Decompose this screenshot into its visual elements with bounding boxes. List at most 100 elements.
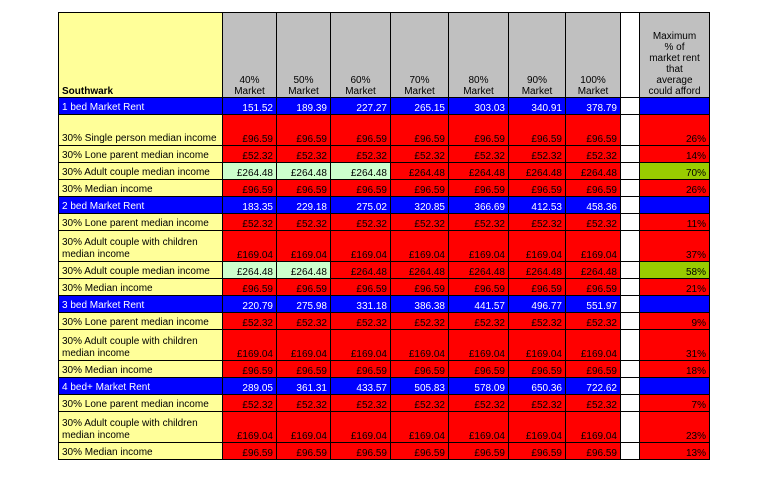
value-cell[interactable]: £52.32 bbox=[448, 394, 509, 412]
value-cell[interactable]: £52.32 bbox=[276, 312, 331, 330]
header-gap-cell[interactable] bbox=[620, 12, 640, 98]
value-cell[interactable]: £264.48 bbox=[276, 162, 331, 180]
value-cell[interactable]: 320.85 bbox=[390, 196, 449, 214]
max-afford-cell[interactable]: 26% bbox=[639, 179, 710, 197]
row-label[interactable]: 30% Adult couple with children median in… bbox=[58, 411, 223, 443]
value-cell[interactable]: 496.77 bbox=[508, 295, 566, 313]
value-cell[interactable]: £52.32 bbox=[222, 145, 277, 163]
value-cell[interactable]: £264.48 bbox=[390, 162, 449, 180]
value-cell[interactable]: £96.59 bbox=[330, 442, 391, 460]
value-cell[interactable]: £52.32 bbox=[565, 312, 621, 330]
gap-cell[interactable] bbox=[620, 411, 640, 443]
value-cell[interactable]: 227.27 bbox=[330, 97, 391, 115]
value-cell[interactable]: £169.04 bbox=[448, 230, 509, 262]
value-cell[interactable]: 265.15 bbox=[390, 97, 449, 115]
value-cell[interactable]: £96.59 bbox=[276, 278, 331, 296]
value-cell[interactable]: 505.83 bbox=[390, 377, 449, 395]
value-cell[interactable]: 303.03 bbox=[448, 97, 509, 115]
value-cell[interactable]: £96.59 bbox=[508, 179, 566, 197]
value-cell[interactable]: £96.59 bbox=[508, 278, 566, 296]
value-cell[interactable]: £264.48 bbox=[508, 261, 566, 279]
gap-cell[interactable] bbox=[620, 230, 640, 262]
value-cell[interactable]: 458.36 bbox=[565, 196, 621, 214]
value-cell[interactable]: £169.04 bbox=[330, 329, 391, 361]
value-cell[interactable]: £169.04 bbox=[508, 411, 566, 443]
row-label[interactable]: 30% Adult couple with children median in… bbox=[58, 230, 223, 262]
value-cell[interactable]: £52.32 bbox=[330, 145, 391, 163]
row-label[interactable]: 3 bed Market Rent bbox=[58, 295, 223, 313]
value-cell[interactable]: £96.59 bbox=[390, 179, 449, 197]
row-label[interactable]: 2 bed Market Rent bbox=[58, 196, 223, 214]
value-cell[interactable]: £169.04 bbox=[508, 230, 566, 262]
value-cell[interactable]: £264.48 bbox=[508, 162, 566, 180]
value-cell[interactable]: £52.32 bbox=[565, 213, 621, 231]
value-cell[interactable]: £96.59 bbox=[276, 442, 331, 460]
value-cell[interactable]: £52.32 bbox=[222, 213, 277, 231]
value-cell[interactable]: 331.18 bbox=[330, 295, 391, 313]
value-cell[interactable]: £96.59 bbox=[508, 360, 566, 378]
value-cell[interactable]: £264.48 bbox=[448, 261, 509, 279]
value-cell[interactable]: £169.04 bbox=[222, 329, 277, 361]
value-cell[interactable]: £96.59 bbox=[448, 360, 509, 378]
gap-cell[interactable] bbox=[620, 295, 640, 313]
value-cell[interactable]: 722.62 bbox=[565, 377, 621, 395]
value-cell[interactable]: £52.32 bbox=[330, 312, 391, 330]
value-cell[interactable]: £169.04 bbox=[390, 230, 449, 262]
value-cell[interactable]: 578.09 bbox=[448, 377, 509, 395]
header-col-40[interactable]: 40% Market bbox=[222, 12, 277, 98]
value-cell[interactable]: £52.32 bbox=[276, 145, 331, 163]
value-cell[interactable]: £52.32 bbox=[330, 394, 391, 412]
value-cell[interactable]: 441.57 bbox=[448, 295, 509, 313]
value-cell[interactable]: 275.02 bbox=[330, 196, 391, 214]
value-cell[interactable]: £169.04 bbox=[222, 230, 277, 262]
value-cell[interactable]: 412.53 bbox=[508, 196, 566, 214]
value-cell[interactable]: £169.04 bbox=[276, 411, 331, 443]
max-afford-cell[interactable]: 23% bbox=[639, 411, 710, 443]
value-cell[interactable]: £96.59 bbox=[390, 278, 449, 296]
value-cell[interactable]: £96.59 bbox=[330, 179, 391, 197]
max-afford-cell[interactable]: 37% bbox=[639, 230, 710, 262]
value-cell[interactable]: £96.59 bbox=[508, 442, 566, 460]
value-cell[interactable]: £96.59 bbox=[222, 179, 277, 197]
value-cell[interactable]: 340.91 bbox=[508, 97, 566, 115]
value-cell[interactable]: 275.98 bbox=[276, 295, 331, 313]
max-afford-cell[interactable]: 18% bbox=[639, 360, 710, 378]
row-label[interactable]: 4 bed+ Market Rent bbox=[58, 377, 223, 395]
header-col-60[interactable]: 60% Market bbox=[330, 12, 391, 98]
header-col-100[interactable]: 100% Market bbox=[565, 12, 621, 98]
value-cell[interactable]: £264.48 bbox=[448, 162, 509, 180]
gap-cell[interactable] bbox=[620, 97, 640, 115]
value-cell[interactable]: £169.04 bbox=[330, 230, 391, 262]
value-cell[interactable]: 151.52 bbox=[222, 97, 277, 115]
max-afford-cell[interactable] bbox=[639, 196, 710, 214]
value-cell[interactable]: £264.48 bbox=[390, 261, 449, 279]
value-cell[interactable]: £96.59 bbox=[508, 114, 566, 146]
value-cell[interactable]: 183.35 bbox=[222, 196, 277, 214]
gap-cell[interactable] bbox=[620, 196, 640, 214]
value-cell[interactable]: £96.59 bbox=[330, 360, 391, 378]
header-area-label[interactable]: Southwark bbox=[58, 12, 223, 98]
value-cell[interactable]: £52.32 bbox=[508, 394, 566, 412]
value-cell[interactable]: £264.48 bbox=[222, 261, 277, 279]
value-cell[interactable]: £96.59 bbox=[565, 360, 621, 378]
max-afford-cell[interactable]: 14% bbox=[639, 145, 710, 163]
value-cell[interactable]: £169.04 bbox=[390, 411, 449, 443]
value-cell[interactable]: £52.32 bbox=[276, 213, 331, 231]
value-cell[interactable]: £264.48 bbox=[330, 261, 391, 279]
value-cell[interactable]: £52.32 bbox=[276, 394, 331, 412]
max-afford-cell[interactable]: 31% bbox=[639, 329, 710, 361]
value-cell[interactable]: £169.04 bbox=[448, 329, 509, 361]
value-cell[interactable]: £52.32 bbox=[448, 213, 509, 231]
gap-cell[interactable] bbox=[620, 261, 640, 279]
value-cell[interactable]: 366.69 bbox=[448, 196, 509, 214]
gap-cell[interactable] bbox=[620, 329, 640, 361]
value-cell[interactable]: £96.59 bbox=[222, 114, 277, 146]
value-cell[interactable]: £52.32 bbox=[330, 213, 391, 231]
max-afford-cell[interactable] bbox=[639, 377, 710, 395]
value-cell[interactable]: £52.32 bbox=[390, 312, 449, 330]
value-cell[interactable]: 289.05 bbox=[222, 377, 277, 395]
value-cell[interactable]: £96.59 bbox=[390, 360, 449, 378]
row-label[interactable]: 1 bed Market Rent bbox=[58, 97, 223, 115]
value-cell[interactable]: 220.79 bbox=[222, 295, 277, 313]
value-cell[interactable]: £52.32 bbox=[508, 312, 566, 330]
